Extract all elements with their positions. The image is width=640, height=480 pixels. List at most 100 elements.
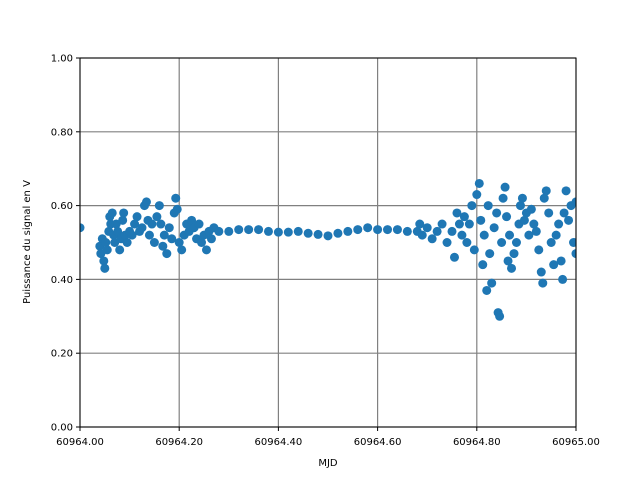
point [571, 197, 576, 207]
y-tick-label: 0.20 [51, 349, 73, 360]
point [551, 230, 561, 240]
point [172, 204, 182, 214]
point [559, 208, 569, 218]
plot-frame [79, 57, 577, 428]
point [495, 311, 505, 321]
point [479, 230, 489, 240]
point [99, 256, 109, 266]
point [115, 245, 125, 255]
point [437, 219, 447, 229]
point [497, 238, 507, 247]
point [194, 219, 204, 229]
point [113, 226, 123, 236]
point [122, 238, 132, 247]
point [561, 186, 571, 196]
point [303, 228, 313, 238]
point [118, 215, 128, 225]
point [498, 193, 508, 203]
point [511, 238, 521, 247]
point [457, 230, 467, 240]
point [201, 245, 211, 255]
point [549, 260, 559, 270]
point [472, 190, 482, 200]
point [283, 227, 293, 237]
point [502, 212, 512, 222]
point [432, 226, 442, 236]
point [487, 278, 497, 288]
point [224, 226, 234, 236]
point [500, 182, 510, 192]
point [454, 219, 464, 229]
point [469, 245, 479, 255]
point [159, 230, 169, 240]
point [558, 274, 568, 284]
x-tick-label: 60964.80 [453, 437, 501, 448]
points [80, 178, 576, 321]
point [392, 225, 402, 235]
x-tick-label: 60964.20 [155, 437, 203, 448]
point [127, 230, 137, 240]
point [571, 249, 576, 259]
point [141, 197, 151, 207]
point [137, 223, 147, 233]
point [158, 241, 168, 251]
point [147, 219, 157, 229]
point [556, 256, 566, 266]
point [373, 225, 383, 235]
point [476, 215, 486, 225]
point [333, 228, 343, 238]
point [167, 234, 177, 244]
point [427, 234, 437, 244]
point [554, 219, 564, 229]
point [509, 249, 519, 259]
y-tick-label: 0.80 [51, 127, 73, 138]
point [538, 278, 548, 288]
point [156, 219, 166, 229]
point [102, 245, 112, 255]
point [107, 208, 117, 218]
point [174, 238, 184, 247]
point [187, 215, 197, 225]
point [564, 215, 574, 225]
point [132, 212, 142, 222]
point [442, 238, 452, 247]
point [80, 223, 85, 233]
point [507, 263, 517, 273]
point [214, 226, 224, 236]
point [363, 223, 373, 233]
y-tick-label: 1.00 [51, 54, 73, 65]
point [489, 223, 499, 233]
point [353, 225, 363, 235]
point [313, 229, 323, 239]
point [197, 238, 207, 247]
point [171, 193, 181, 203]
point [531, 226, 541, 236]
point [100, 263, 110, 273]
x-tick-label: 60964.00 [56, 437, 104, 448]
point [503, 256, 513, 266]
point [119, 208, 129, 218]
point [519, 215, 529, 225]
point [402, 226, 412, 236]
point [293, 226, 303, 236]
point [544, 208, 554, 218]
point [254, 225, 264, 235]
point [541, 186, 551, 196]
point [534, 245, 544, 255]
point [244, 225, 254, 235]
y-tick-label: 0.40 [51, 275, 73, 286]
point [474, 178, 484, 188]
point [154, 201, 164, 211]
point [478, 260, 488, 270]
point [505, 230, 515, 240]
point [263, 226, 273, 236]
y-axis-label: Puissance du signal en V [22, 180, 33, 304]
y-tick-label: 0.60 [51, 201, 73, 212]
point [483, 201, 493, 211]
point [415, 219, 425, 229]
point [492, 208, 502, 218]
point [323, 231, 333, 241]
x-tick-label: 60964.60 [354, 437, 402, 448]
point [273, 227, 283, 237]
